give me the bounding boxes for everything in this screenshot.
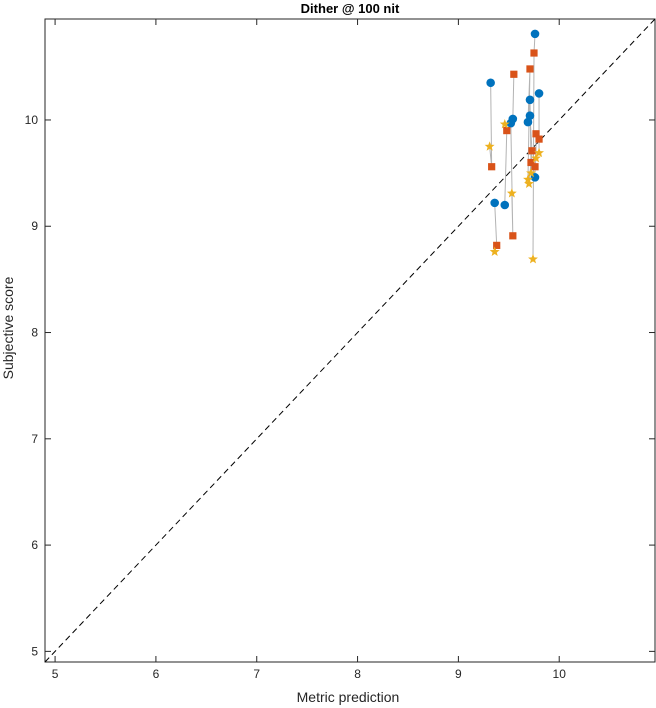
- y-axis-label: Subjective score: [0, 276, 16, 379]
- y-tick-label: 5: [31, 644, 38, 658]
- data-point-star: [528, 254, 538, 264]
- data-point-star: [526, 167, 536, 178]
- data-point-star: [523, 174, 533, 184]
- data-point-circle: [530, 29, 540, 39]
- data-point-square: [532, 130, 540, 138]
- data-point-circle: [508, 114, 518, 124]
- x-tick-label: 8: [354, 667, 361, 681]
- data-point-circle: [486, 78, 495, 88]
- data-point-square: [535, 135, 543, 143]
- data-point-star: [506, 188, 517, 198]
- data-point-square: [531, 163, 539, 171]
- x-tick-label: 5: [52, 667, 59, 681]
- data-point-circle: [534, 89, 544, 98]
- data-point-square: [527, 158, 535, 167]
- data-point-circle: [490, 198, 499, 208]
- data-point-square: [503, 126, 511, 135]
- data-point-square: [526, 65, 534, 73]
- data-point-star: [531, 153, 541, 163]
- data-point-square: [530, 49, 538, 57]
- data-point-square: [509, 232, 517, 240]
- data-point-circle: [525, 111, 535, 121]
- data-point-square: [488, 163, 496, 171]
- y-tick-label: 6: [31, 538, 38, 552]
- data-point-star: [489, 246, 500, 256]
- data-point-square: [510, 70, 518, 78]
- data-point-star: [499, 119, 510, 129]
- x-tick-label: 9: [455, 667, 462, 681]
- data-point-star: [534, 147, 544, 158]
- y-tick-label: 8: [31, 326, 38, 340]
- data-point-star: [524, 178, 534, 188]
- data-point-circle: [500, 200, 510, 210]
- connector-line: [512, 74, 515, 119]
- chart-title: Dither @ 100 nit: [301, 1, 400, 16]
- x-tick-label: 6: [153, 667, 160, 681]
- data-point-square: [528, 147, 536, 155]
- y-tick-label: 7: [31, 432, 38, 446]
- x-axis-label: Metric prediction: [297, 689, 400, 705]
- y-tick-label: 9: [31, 219, 38, 233]
- data-point-star: [484, 141, 495, 151]
- x-tick-label: 7: [253, 667, 260, 681]
- data-point-circle: [525, 95, 535, 105]
- x-tick-label: 10: [553, 667, 567, 681]
- data-point-square: [493, 241, 501, 249]
- identity-reference-line: [44, 18, 656, 663]
- y-tick-label: 10: [25, 113, 39, 127]
